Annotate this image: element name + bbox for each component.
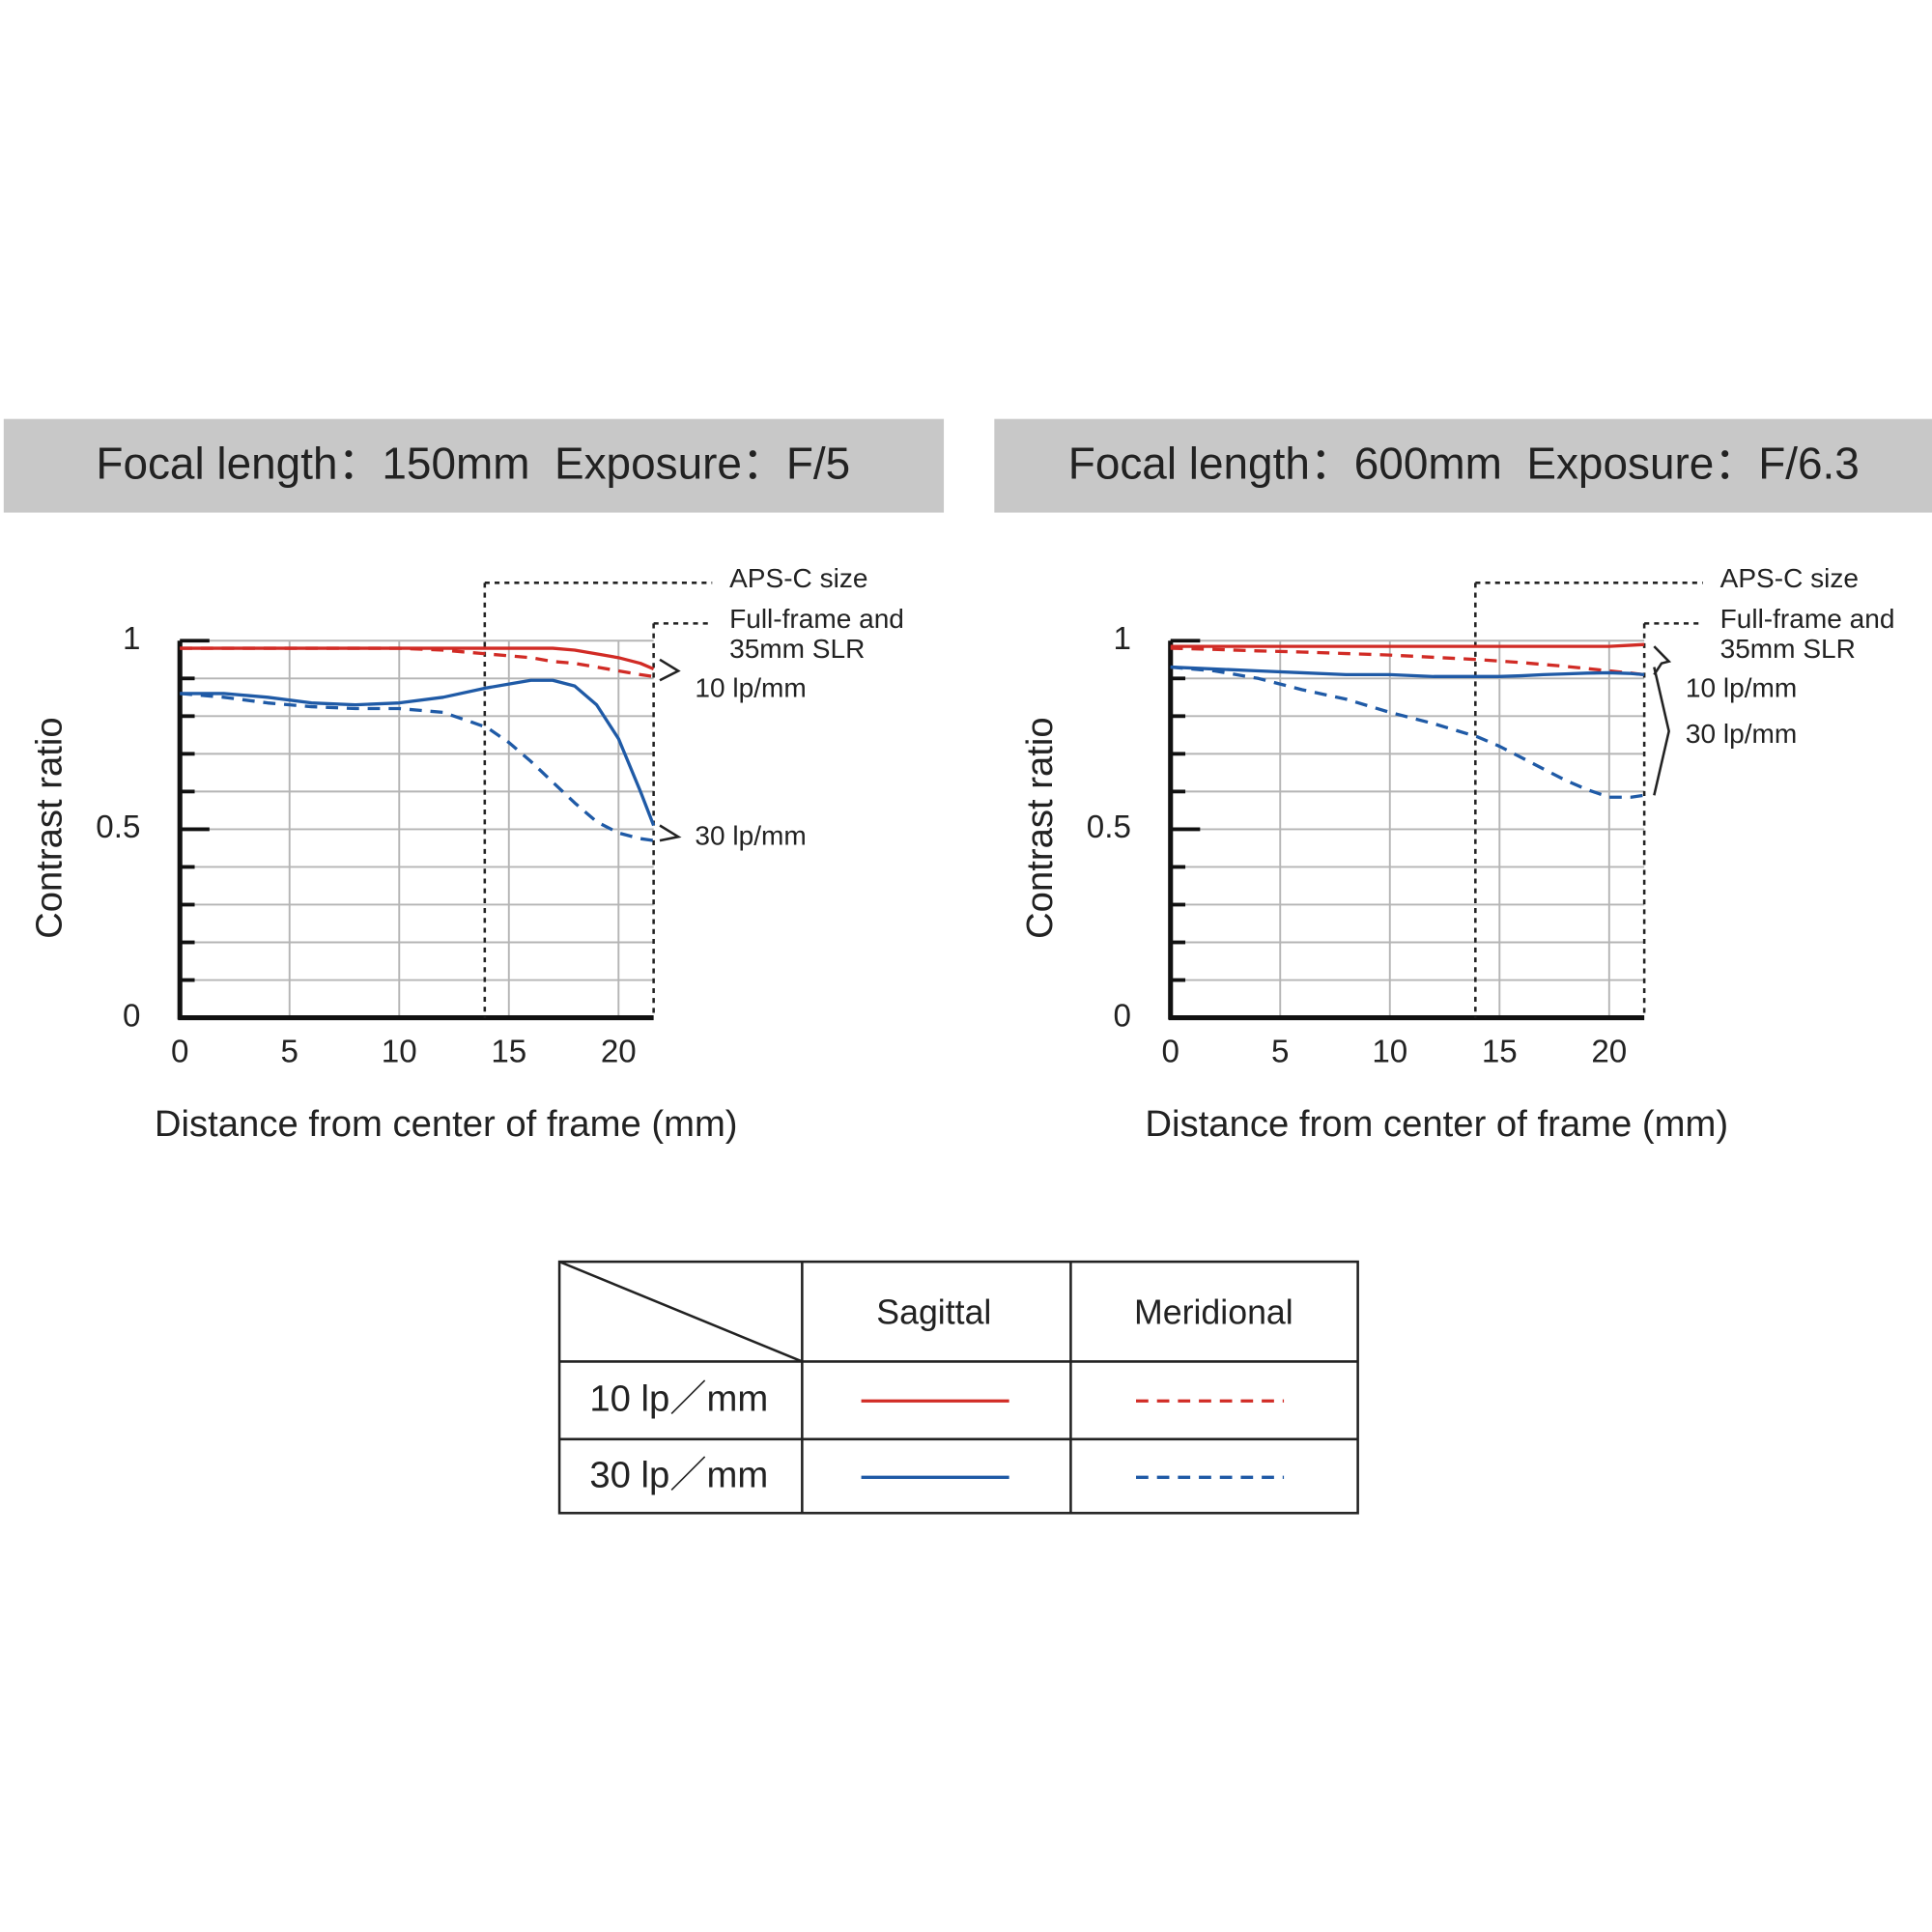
curve-label: 10 lp/mm — [1686, 673, 1797, 703]
marker-label: APS-C size — [1720, 563, 1859, 593]
label-pointer — [659, 824, 682, 842]
x-tick-label: 15 — [491, 1034, 526, 1069]
x-tick-label: 0 — [1162, 1034, 1179, 1069]
marker-label: Full-frame and — [1720, 604, 1895, 634]
y-tick-label: 0 — [1113, 998, 1130, 1034]
mtf-line — [1170, 665, 1645, 679]
y-tick-label: 0.5 — [1087, 810, 1131, 845]
table-diagonal — [558, 1260, 803, 1363]
x-tick-label: 5 — [1271, 1034, 1289, 1069]
x-tick-label: 10 — [382, 1034, 417, 1069]
marker-label: Full-frame and — [729, 604, 904, 634]
x-axis-label: Distance from center of frame (mm) — [155, 1103, 738, 1145]
chart-title: Focal length：150mm Exposure：F/5 — [96, 439, 850, 489]
x-tick-label: 0 — [171, 1034, 188, 1069]
y-axis-label: Contrast ratio — [1019, 717, 1061, 939]
title-bar — [994, 418, 1932, 513]
marker-label: 35mm SLR — [729, 634, 865, 664]
x-tick-label: 20 — [601, 1034, 637, 1069]
table-border — [557, 1260, 1359, 1515]
label-brace — [1653, 667, 1670, 796]
table-column: Meridional — [1134, 1293, 1293, 1331]
table-column: Sagittal — [876, 1293, 991, 1331]
curve-label: 10 lp/mm — [695, 673, 806, 703]
y-tick-label: 0.5 — [96, 810, 140, 845]
marker-label: APS-C size — [729, 563, 867, 593]
x-tick-label: 15 — [1482, 1034, 1518, 1069]
label-brace — [1653, 645, 1672, 676]
mtf-line — [1170, 642, 1645, 648]
y-tick-label: 0 — [123, 998, 140, 1034]
mtf-line — [180, 646, 654, 678]
title-bar — [3, 418, 945, 513]
label-pointer — [659, 658, 681, 682]
table-row: 30 lp／mm — [589, 1454, 768, 1495]
y-tick-label: 1 — [123, 621, 140, 657]
curve-label: 30 lp/mm — [1686, 719, 1797, 749]
legend-table — [557, 1260, 1359, 1515]
chart-title: Focal length：600mm Exposure：F/6.3 — [1068, 439, 1860, 489]
x-tick-label: 20 — [1591, 1034, 1627, 1069]
y-axis-label: Contrast ratio — [29, 717, 71, 939]
mtf-line — [1170, 665, 1645, 799]
mtf-line — [180, 678, 656, 827]
x-tick-label: 10 — [1372, 1034, 1407, 1069]
curve-label: 30 lp/mm — [695, 821, 806, 851]
table-row: 10 lp／mm — [589, 1378, 768, 1419]
marker-label: 35mm SLR — [1720, 634, 1856, 664]
mtf-line — [1170, 646, 1645, 677]
x-tick-label: 5 — [281, 1034, 298, 1069]
y-tick-label: 1 — [1113, 621, 1130, 657]
x-axis-label: Distance from center of frame (mm) — [1145, 1103, 1728, 1145]
mtf-line — [180, 692, 654, 842]
